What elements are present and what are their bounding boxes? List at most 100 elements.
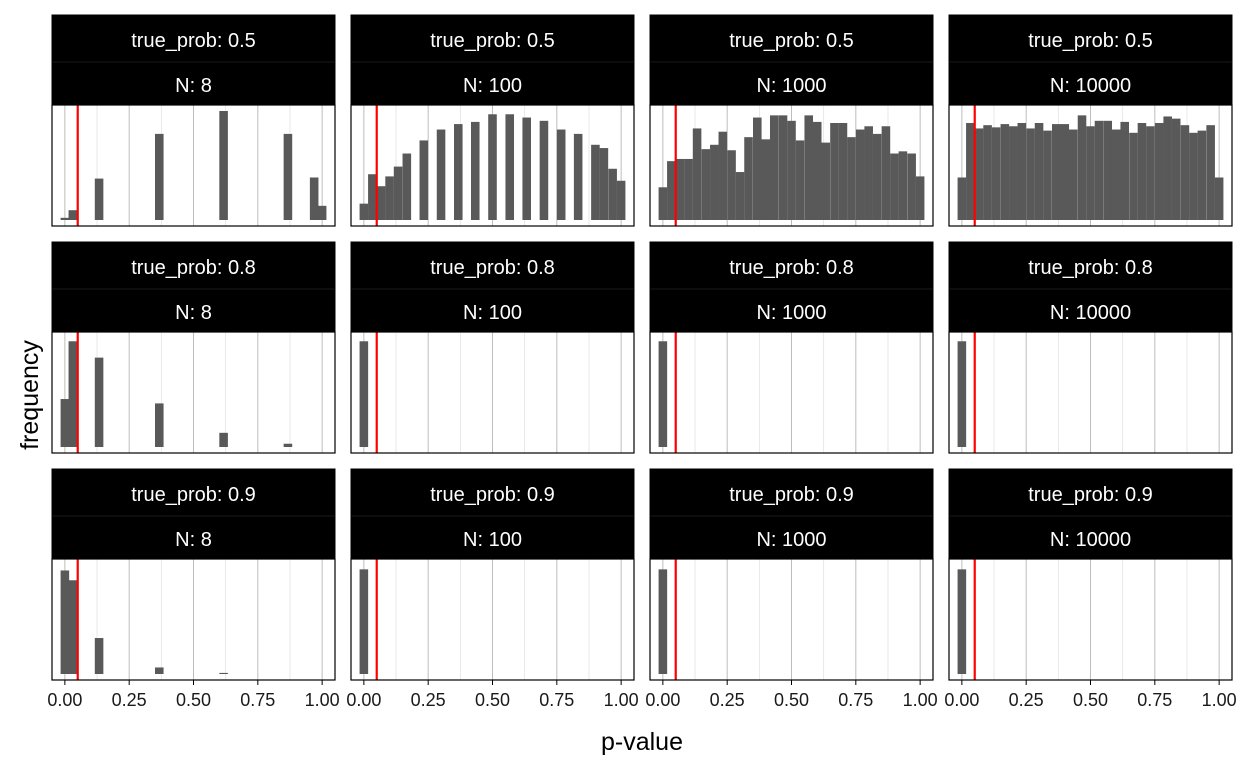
- histogram-bar: [68, 341, 78, 447]
- histogram-bar: [727, 150, 736, 220]
- histogram-bar: [1103, 120, 1113, 220]
- histogram-bar: [855, 129, 865, 220]
- histogram-bar: [283, 443, 293, 447]
- facet-label-true-prob: true_prob: 0.9: [430, 484, 555, 506]
- facet-outline: [51, 241, 336, 454]
- x-tick-label: 0.25: [411, 690, 446, 710]
- facet-label-n: N: 8: [175, 75, 212, 97]
- histogram-bar: [419, 140, 429, 220]
- facet-outline: [948, 14, 1233, 227]
- histogram-bar: [983, 125, 992, 220]
- facet-panel-r1-c4: true_prob: 0.5 N: 10000: [948, 14, 1233, 227]
- facet-panel-r2-c4: true_prob: 0.8 N: 10000: [948, 241, 1233, 454]
- histogram-bar: [385, 176, 394, 220]
- facet-label-true-prob: true_prob: 0.9: [729, 484, 854, 506]
- facet-panel-r3-c4: true_prob: 0.9 N: 10000 0.00 0.25 0.50 0.75 1.…: [944, 468, 1237, 710]
- facet-outline: [350, 14, 635, 227]
- facet-label-n: N: 100: [463, 529, 522, 551]
- histogram-bar: [812, 121, 822, 220]
- histogram-bar: [915, 176, 925, 220]
- histogram-bar: [68, 580, 78, 674]
- facet-strip: [650, 15, 933, 105]
- histogram-bar: [872, 133, 882, 220]
- histogram-bar: [1086, 126, 1095, 220]
- histogram-bar: [376, 186, 386, 220]
- histogram-bar: [436, 129, 446, 220]
- x-tick-label: 0.25: [112, 690, 147, 710]
- x-tick-label: 0.00: [346, 690, 381, 710]
- histogram-bar: [219, 432, 228, 447]
- histogram-bar: [283, 133, 293, 220]
- histogram-bar: [830, 122, 839, 220]
- histogram-bar: [556, 129, 566, 220]
- histogram-bar: [744, 137, 753, 220]
- x-tick-label: 0.50: [1073, 690, 1108, 710]
- facet-panel-r2-c3: true_prob: 0.8 N: 1000: [649, 241, 934, 454]
- facet-strip: [650, 469, 933, 559]
- histogram-bar: [710, 144, 719, 220]
- histogram-bar: [957, 341, 967, 447]
- histogram-bar: [94, 357, 104, 447]
- facet-panel-r1-c3: true_prob: 0.5 N: 1000: [649, 14, 934, 227]
- x-tick-label: 0.00: [944, 690, 979, 710]
- x-tick-label: 0.25: [1009, 690, 1044, 710]
- histogram-bar: [309, 177, 319, 220]
- histogram-bar: [1129, 132, 1138, 220]
- y-axis-title: frequency: [16, 340, 44, 450]
- histogram-bar: [667, 161, 676, 220]
- facet-strip: [351, 242, 634, 332]
- facet-label-true-prob: true_prob: 0.8: [131, 257, 256, 279]
- histogram-bar: [675, 158, 685, 220]
- facet-outline: [649, 14, 934, 227]
- histogram-bar: [864, 126, 873, 220]
- facet-label-true-prob: true_prob: 0.9: [1028, 484, 1153, 506]
- facet-outline: [350, 241, 635, 454]
- histogram-bar: [154, 133, 164, 220]
- facet-panel-r1-c1: true_prob: 0.5 N: 8: [51, 14, 336, 227]
- histogram-bar: [219, 111, 228, 220]
- histogram-bar: [1060, 124, 1070, 220]
- facet-strip: [351, 15, 634, 105]
- x-tick-label: 0.75: [1137, 690, 1172, 710]
- facet-panel-r2-c1: true_prob: 0.8 N: 8: [51, 241, 336, 454]
- x-tick-label: 0.75: [539, 690, 574, 710]
- facet-panel-r2-c2: true_prob: 0.8 N: 100: [350, 241, 635, 454]
- histogram-bar: [804, 115, 814, 220]
- histogram-bar: [778, 115, 788, 220]
- histogram-bar: [60, 217, 70, 220]
- facet-strip: [949, 15, 1232, 105]
- facet-panel-r3-c3: true_prob: 0.9 N: 1000 0.00 0.25 0.50 0.75 1.0…: [645, 468, 938, 710]
- x-axis-title: p-value: [601, 728, 683, 756]
- histogram-bar: [1206, 125, 1215, 220]
- histogram-bar: [68, 210, 78, 220]
- facet-label-true-prob: true_prob: 0.5: [430, 30, 555, 52]
- histogram-bar: [1077, 115, 1087, 220]
- x-tick-label: 0.75: [240, 690, 275, 710]
- histogram-bar: [1000, 124, 1010, 220]
- histogram-bar: [821, 142, 831, 220]
- histogram-bar: [907, 153, 916, 220]
- histogram-bar: [453, 124, 463, 220]
- histogram-bar: [1197, 130, 1207, 220]
- histogram-bar: [94, 638, 104, 674]
- histogram-bar: [684, 158, 693, 220]
- histogram-bar: [1017, 122, 1027, 220]
- histogram-bar: [402, 153, 412, 220]
- facet-strip: [650, 242, 933, 332]
- histogram-bar: [359, 203, 369, 220]
- histogram-bar: [591, 144, 600, 220]
- histogram-bar: [94, 178, 104, 220]
- histogram-bar: [658, 341, 668, 447]
- facet-panel-r1-c2: true_prob: 0.5 N: 100: [350, 14, 635, 227]
- x-tick-label: 1.00: [604, 690, 639, 710]
- histogram-bar: [1068, 129, 1078, 220]
- facet-outline: [948, 241, 1233, 454]
- histogram-bar: [1214, 177, 1224, 220]
- facet-panel-r3-c1: true_prob: 0.9 N: 8 0.00 0.25 0.50 0.75 1.00: [47, 468, 340, 710]
- histogram-bar: [1026, 128, 1035, 220]
- histogram-bar: [735, 172, 745, 220]
- histogram-bar: [769, 115, 779, 220]
- facet-label-true-prob: true_prob: 0.8: [1028, 257, 1153, 279]
- histogram-bar: [1043, 130, 1052, 220]
- histogram-bar: [539, 120, 549, 220]
